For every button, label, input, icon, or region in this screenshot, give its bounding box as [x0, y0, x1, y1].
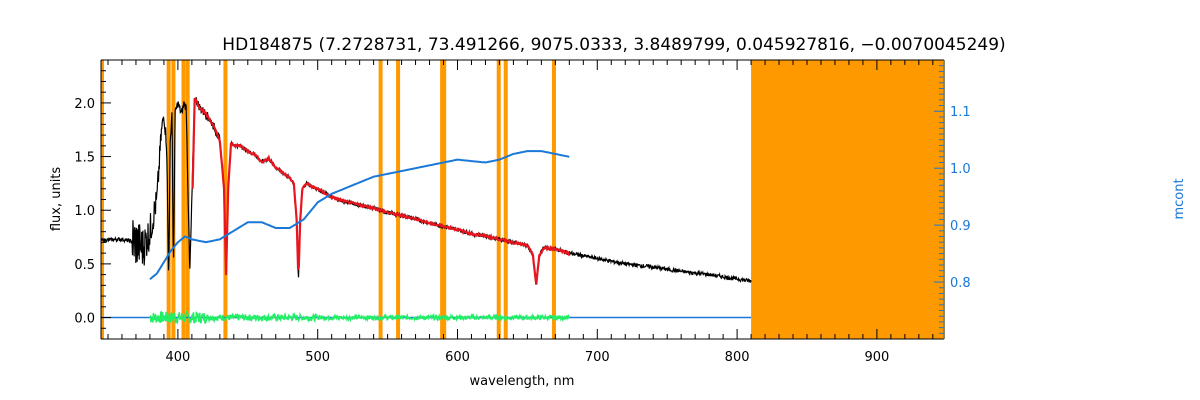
- continuum-series: [149, 150, 570, 280]
- residual-series: [149, 310, 571, 325]
- y-tick-label: 2.0: [74, 97, 95, 112]
- x-tick-label: 600: [445, 350, 470, 365]
- masked-regions: [101, 60, 945, 339]
- axis-ticks: 400 500 600 700 800 900 0.0 0.5 1.0 1.5 2.0 0.8 0.9 1…: [74, 59, 971, 365]
- y-tick-label-right: 0.9: [950, 219, 971, 234]
- observed-flux-series: [100, 96, 752, 285]
- y-tick-label: 1.5: [74, 151, 95, 166]
- masked-line-band: [223, 60, 228, 339]
- masked-line-band: [440, 60, 445, 339]
- y-tick-label: 0.0: [74, 312, 95, 327]
- masked-line-band: [166, 60, 171, 339]
- x-tick-label: 900: [864, 350, 889, 365]
- masked-line-band: [503, 60, 508, 339]
- masked-line-band: [181, 60, 186, 339]
- y-tick-label: 1.0: [74, 204, 95, 219]
- x-tick-label: 400: [165, 350, 190, 365]
- x-tick-label: 800: [725, 350, 750, 365]
- masked-line-band: [396, 60, 401, 339]
- y-axis-label: flux, units: [49, 167, 64, 232]
- masked-line-band: [442, 60, 447, 339]
- masked-line-band: [378, 60, 383, 339]
- chart-title: HD184875 (7.2728731, 73.491266, 9075.033…: [222, 35, 1005, 55]
- model-fit-series: [191, 97, 571, 286]
- masked-region-band: [751, 60, 945, 339]
- masked-line-band: [496, 60, 501, 339]
- y-tick-label-right: 0.8: [950, 276, 971, 291]
- y-tick-label-right: 1.1: [950, 105, 971, 120]
- y-tick-label-right: 1.0: [950, 162, 971, 177]
- y-tick-label: 0.5: [74, 258, 95, 273]
- masked-line-band: [551, 60, 556, 339]
- data-series: [100, 96, 752, 325]
- x-axis-label: wavelength, nm: [470, 374, 575, 389]
- masked-line-band: [171, 60, 176, 339]
- right-y-axis-label: mcont: [1172, 178, 1187, 219]
- x-tick-label: 500: [305, 350, 330, 365]
- x-tick-label: 700: [585, 350, 610, 365]
